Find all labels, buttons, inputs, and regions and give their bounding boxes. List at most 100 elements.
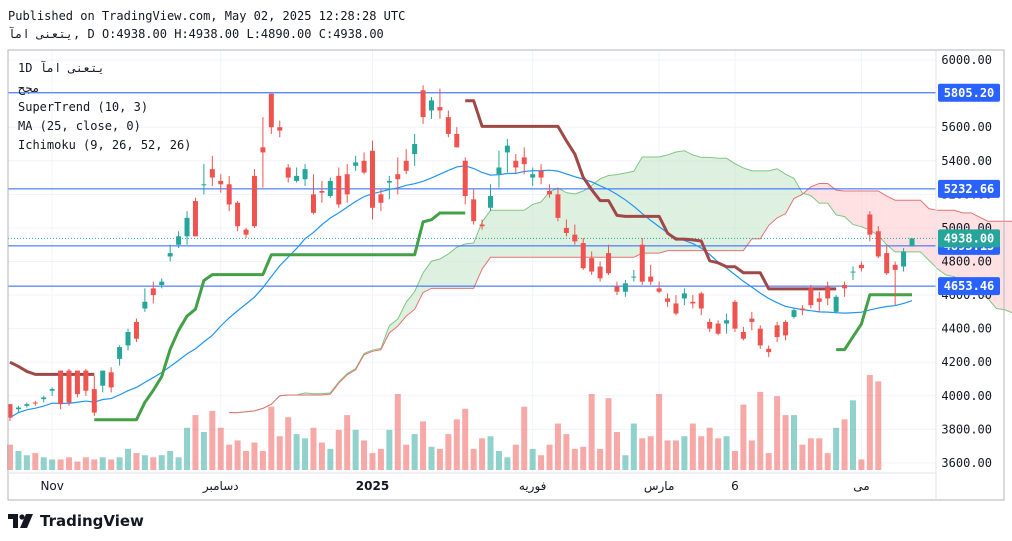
cloud-segment: [692, 154, 702, 251]
last-price-label: 4938.00: [944, 231, 995, 245]
candle-body: [285, 167, 291, 178]
candle-body: [420, 90, 426, 118]
legend-ma[interactable]: MA (25, close, 0): [18, 119, 141, 133]
volume-bar: [386, 429, 393, 470]
senkou-span-b: [229, 182, 1012, 414]
candle-body: [108, 372, 114, 388]
candle-body: [589, 258, 595, 272]
tradingview-brand[interactable]: TradingView: [8, 512, 144, 530]
candle-body: [471, 199, 477, 222]
volume-bar: [82, 457, 89, 470]
candle-body: [681, 293, 687, 299]
legend-ichimoku[interactable]: Ichimoku (9, 26, 52, 26): [18, 138, 192, 152]
candle-body: [580, 243, 586, 269]
cloud-segment: [448, 247, 457, 289]
candle-body: [277, 127, 283, 131]
candle-body: [437, 107, 443, 111]
candle-body: [715, 323, 721, 334]
candle-body: [58, 370, 64, 405]
cloud-segment: [928, 208, 938, 269]
candle-body: [235, 202, 241, 227]
cloud-segment: [515, 210, 525, 258]
candle-body: [192, 201, 198, 237]
volume-bar: [243, 451, 250, 470]
price-tick-label: 5600.00: [941, 120, 992, 134]
candle-body: [176, 236, 182, 245]
volume-bar: [858, 459, 865, 470]
candle-body: [740, 332, 746, 339]
cloud-segment: [827, 183, 837, 215]
cloud-segment: [836, 190, 845, 217]
candle-body: [690, 301, 696, 304]
cloud-segment: [709, 157, 719, 251]
legend-supertrend[interactable]: SuperTrend (10, 3): [18, 100, 149, 114]
candle-body: [732, 301, 738, 329]
volume-bar: [318, 442, 325, 470]
volume-bar: [66, 457, 73, 470]
horizontal-lines: [8, 92, 936, 287]
volume-bar: [344, 415, 351, 470]
candle-body: [294, 175, 300, 181]
candle-body: [462, 160, 468, 197]
candle-body: [378, 194, 384, 203]
candle-body: [867, 214, 873, 235]
cloud-segment: [608, 174, 617, 258]
cloud-segment: [886, 196, 896, 252]
volume-bar: [57, 459, 64, 470]
cloud-segment: [777, 168, 786, 218]
volume-bar: [150, 457, 157, 470]
candle-body: [403, 160, 409, 171]
candle-body: [504, 145, 510, 153]
volume-bar: [192, 415, 199, 470]
candle-body: [353, 162, 359, 166]
candle-body: [268, 93, 274, 128]
last-price-label-bg: [938, 229, 1000, 248]
volume-bar: [268, 406, 275, 470]
volume-bar: [850, 400, 856, 470]
candle-body: [445, 117, 451, 134]
cloud-segment: [785, 174, 794, 214]
volume-bar: [15, 451, 22, 470]
candle-body: [184, 217, 190, 237]
cloud-segment: [701, 157, 710, 251]
candle-body: [791, 310, 797, 317]
cloud-segment: [734, 163, 744, 251]
cloud-segment: [1004, 221, 1012, 313]
volume-bar: [841, 419, 848, 470]
volume-bar: [647, 436, 654, 470]
candle-body: [361, 160, 367, 173]
candle-body: [133, 321, 139, 339]
volume-bar: [521, 406, 528, 470]
cloud-segment: [650, 157, 660, 254]
candle-body: [850, 271, 856, 273]
candle-body: [150, 288, 156, 296]
candle-body: [369, 150, 375, 208]
grid: [8, 50, 936, 473]
volume-bar: [529, 448, 536, 470]
candle-body: [622, 283, 628, 292]
candle-body: [159, 281, 165, 285]
volume-bar: [91, 459, 98, 470]
candle-body: [327, 180, 333, 197]
volume-bar: [504, 457, 511, 470]
volume-bar: [765, 453, 772, 470]
cloud-segment: [853, 191, 862, 227]
volume-bar: [487, 436, 494, 470]
volume-bar: [554, 423, 561, 470]
volume-bar: [580, 446, 587, 470]
candle-body: [749, 318, 755, 322]
volume-bar: [276, 436, 283, 470]
time-tick-label: مارس: [644, 479, 675, 494]
supertrend-down-segment: [9, 360, 95, 376]
volume-bar: [293, 434, 300, 470]
candle-body: [892, 264, 898, 270]
volume-bar: [748, 440, 755, 470]
volume-bar: [613, 432, 620, 470]
candle-body: [125, 332, 131, 346]
volume-bar: [158, 455, 165, 470]
candle-body: [117, 347, 123, 359]
volume-bar: [807, 438, 814, 470]
cloud-segment: [482, 210, 491, 270]
volume-bar: [436, 448, 443, 470]
